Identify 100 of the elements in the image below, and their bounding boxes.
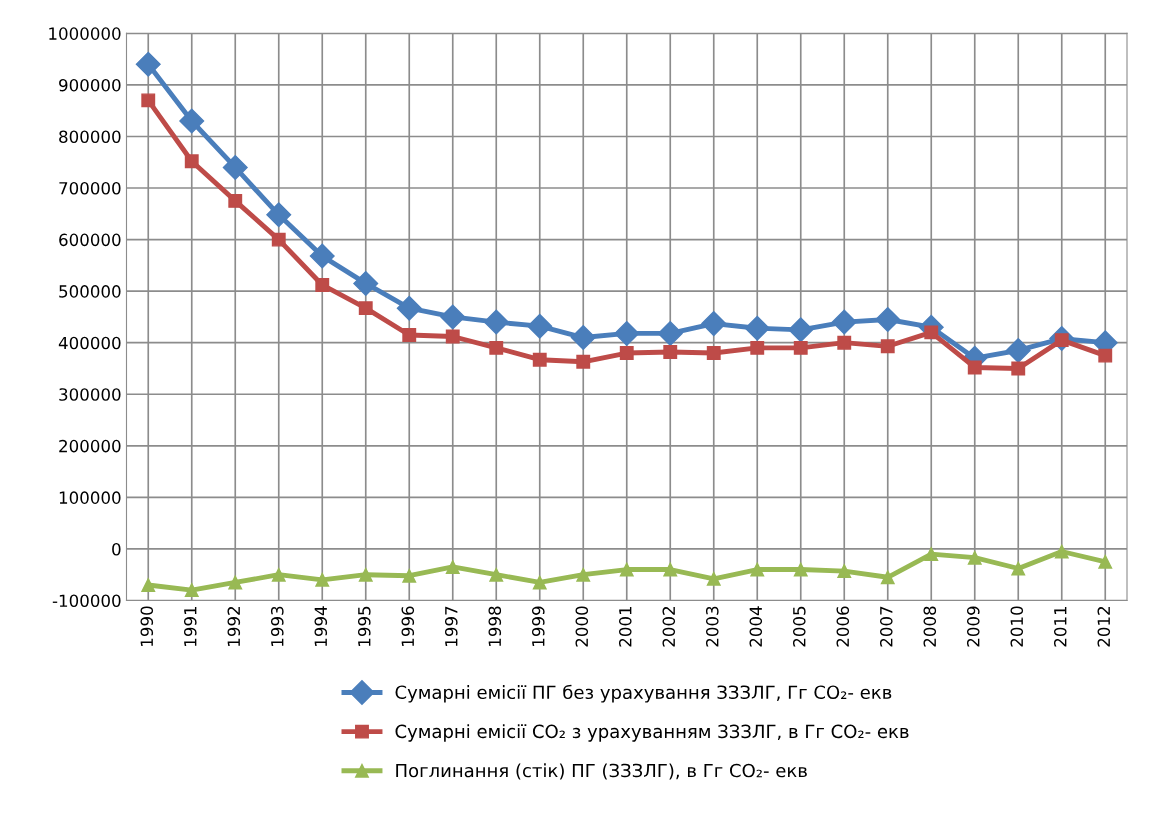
x-tick-label: 1993 [270, 606, 284, 646]
x-tick-label: 2008 [923, 606, 937, 647]
x-tick-label: 1992 [227, 607, 241, 646]
point [837, 564, 852, 579]
point [750, 340, 765, 355]
point [750, 562, 765, 577]
point [576, 567, 591, 582]
y-tick-label: -100000 [52, 594, 121, 608]
point [532, 575, 547, 590]
point [793, 562, 808, 577]
point [445, 560, 460, 574]
legend-label: Сумарні емісії ПГ без урахування ЗЗЗЛГ, Гг CO₂- екв [395, 684, 892, 703]
y-tick-label: 900000 [59, 78, 121, 92]
y-tick-label: 100000 [59, 491, 121, 504]
x-tick-label: 2005 [792, 606, 806, 647]
point [135, 51, 161, 77]
point [141, 93, 156, 108]
point [663, 562, 678, 577]
point [619, 346, 634, 360]
point [309, 243, 335, 269]
point [402, 568, 417, 583]
x-tick-label: 2000 [575, 606, 589, 647]
x-tick-label: 2001 [618, 606, 632, 647]
point [489, 340, 504, 355]
y-tick-label: 300000 [59, 388, 121, 401]
point [483, 309, 509, 335]
point [1054, 544, 1069, 559]
point [228, 575, 243, 590]
x-tick-label: 2011 [1053, 606, 1067, 647]
point [489, 567, 504, 582]
point [701, 311, 727, 337]
point [440, 304, 466, 330]
point [831, 309, 857, 335]
point [744, 315, 770, 341]
x-tick-label: 2012 [1097, 607, 1111, 647]
x-tick-label: 2009 [966, 606, 980, 647]
point [706, 571, 721, 586]
point [527, 313, 553, 339]
point [1011, 361, 1026, 376]
point [271, 567, 286, 582]
point [396, 295, 422, 321]
x-tick-label: 2006 [836, 606, 850, 647]
x-tick-label: 2002 [662, 607, 676, 647]
x-tick-label: 1991 [183, 606, 197, 646]
y-tick-label: 0 [112, 542, 121, 556]
x-tick-label: 1995 [357, 606, 371, 646]
x-tick-label: 2003 [705, 606, 719, 647]
point [271, 232, 286, 247]
y-tick-label: 600000 [59, 233, 121, 247]
x-tick-label: 2004 [749, 606, 763, 647]
point [837, 335, 852, 350]
point [266, 202, 292, 228]
legend-label: Поглинання (стік) ПГ (ЗЗЗЛГ), в Гг CO₂- екв [396, 763, 807, 780]
y-tick-label: 500000 [59, 285, 121, 298]
point [532, 352, 547, 367]
point [179, 108, 205, 134]
point [619, 562, 634, 577]
point [967, 550, 982, 565]
x-tick-label: 2007 [879, 606, 893, 647]
point [576, 354, 591, 369]
x-tick-label: 1999 [531, 606, 545, 646]
point [358, 567, 373, 582]
x-tick-label: 2010 [1010, 606, 1024, 647]
point [663, 345, 678, 359]
point [315, 572, 330, 587]
point [184, 154, 199, 169]
y-tick-label: 700000 [59, 181, 121, 195]
point [793, 340, 808, 355]
point [222, 154, 248, 180]
point [141, 578, 156, 592]
point [788, 317, 814, 343]
point [875, 307, 901, 332]
point [353, 270, 379, 296]
x-tick-label: 1994 [314, 606, 328, 646]
point [706, 346, 721, 360]
point [184, 583, 199, 598]
point [402, 328, 417, 342]
point [657, 320, 683, 346]
x-tick-label: 1998 [488, 606, 502, 646]
point [570, 325, 596, 351]
point [445, 329, 460, 344]
point [967, 360, 982, 375]
legend-label: Сумарні емісії CO₂ з урахуванням ЗЗЗЛГ, в Гг CO₂- екв [395, 724, 909, 742]
point [880, 570, 895, 585]
point [924, 547, 939, 562]
y-tick-label: 200000 [59, 439, 121, 453]
point [315, 278, 330, 292]
point [228, 193, 243, 208]
y-tick-label: 400000 [58, 336, 121, 350]
point [358, 301, 373, 316]
point [614, 320, 640, 346]
point [1011, 561, 1026, 576]
point [1098, 348, 1113, 363]
point [1005, 337, 1031, 363]
point [880, 339, 895, 354]
x-tick-label: 1990 [140, 606, 154, 646]
y-tick-label: 800000 [59, 130, 121, 144]
point [1098, 554, 1113, 569]
x-tick-label: 1996 [401, 606, 415, 646]
x-tick-label: 1997 [444, 606, 458, 646]
